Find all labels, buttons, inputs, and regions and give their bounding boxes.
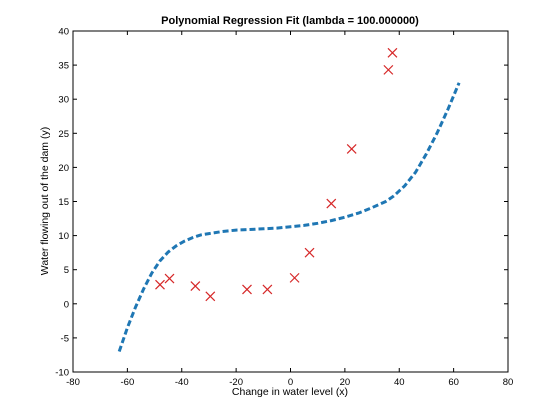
data-point [304,247,315,258]
y-tick-label: 30 [58,95,69,106]
y-tick-label: -5 [61,333,69,344]
y-tick-label: 10 [58,231,69,242]
x-tick-label: -40 [175,377,189,388]
y-tick-label: 35 [58,61,69,72]
x-axis-label: Change in water level (x) [232,386,348,398]
data-point [383,64,394,75]
data-point [164,273,175,284]
data-point [205,291,216,302]
x-tick-label: 40 [394,377,405,388]
x-tick-label: 60 [448,377,459,388]
x-tick-label: 20 [340,377,351,388]
x-tick-label: 0 [288,377,293,388]
data-point [190,281,201,291]
y-tick-label: 25 [58,129,69,140]
x-tick-label: -20 [229,377,243,388]
data-point [289,272,300,283]
fit-line [117,82,461,352]
y-tick-label: 20 [58,163,69,174]
x-tick-label: -60 [121,377,135,388]
data-point [262,284,273,295]
plot-area [72,30,509,373]
data-point [387,47,398,58]
data-series [117,47,461,352]
y-tick-label: -10 [55,368,69,379]
chart-title: Polynomial Regression Fit (lambda = 100.… [161,15,419,27]
data-point [326,198,337,209]
x-tick-label: 80 [503,377,514,388]
x-tick-label: -80 [66,377,80,388]
data-point [155,279,165,290]
y-tick-label: 0 [64,299,69,310]
data-point [242,284,252,295]
y-tick-label: 15 [58,197,69,208]
y-tick-label: 40 [58,27,69,38]
data-point [346,144,357,154]
y-tick-label: 5 [64,265,69,276]
y-axis-label: Water flowing out of the dam (y) [39,127,51,275]
axis-ticks: -80 -60 -40 -20 0 20 40 60 80 -10 -5 0 5 10 15 20 25 30 35… [55,27,513,389]
